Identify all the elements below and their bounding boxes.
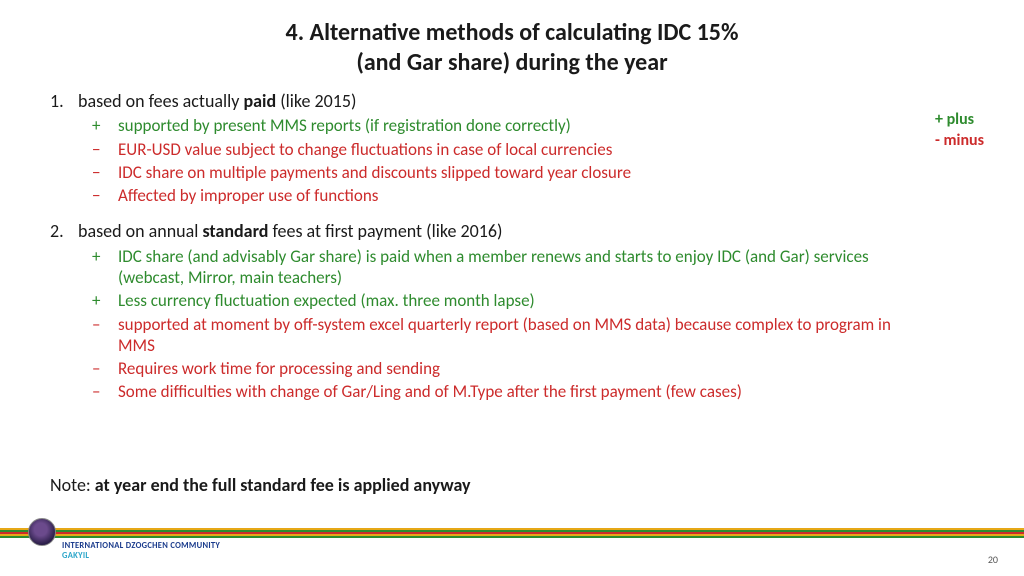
title-line-1: 4. Alternative methods of calculating ID… <box>286 18 739 47</box>
plus-icon: + <box>92 115 118 136</box>
footer: INTERNATIONAL DZOGCHEN COMMUNITY GAKYIL … <box>0 528 1024 576</box>
sub-row: −IDC share on multiple payments and disc… <box>92 162 984 183</box>
sub-row: −EUR-USD value subject to change fluctua… <box>92 139 984 160</box>
logo-icon <box>28 518 56 546</box>
minus-icon: – <box>92 314 118 357</box>
sub-row: –Some difficulties with change of Gar/Li… <box>92 381 984 402</box>
item-2-text: based on annual standard fees at first p… <box>78 220 984 243</box>
title-line-2: (and Gar share) during the year <box>356 48 667 77</box>
item-1-heading: 1. based on fees actually paid (like 201… <box>50 90 984 113</box>
minus-icon: − <box>92 139 118 160</box>
plus-icon: + <box>92 246 118 289</box>
legend: + plus - minus <box>935 110 984 152</box>
note-label: Note: <box>50 474 95 496</box>
list-item-2: 2. based on annual standard fees at firs… <box>50 220 984 402</box>
sub-row: –supported at moment by off-system excel… <box>92 314 984 357</box>
sub-row: +Less currency fluctuation expected (max… <box>92 290 984 311</box>
item-2-heading: 2. based on annual standard fees at firs… <box>50 220 984 243</box>
minus-icon: – <box>92 381 118 402</box>
minus-icon: − <box>92 185 118 206</box>
sub-row-text: Less currency fluctuation expected (max.… <box>118 290 984 311</box>
footer-sub: GAKYIL <box>62 552 220 562</box>
sub-row-text: supported at moment by off-system excel … <box>118 314 984 357</box>
minus-icon: − <box>92 162 118 183</box>
sub-row-text: Requires work time for processing and se… <box>118 358 984 379</box>
legend-plus: + plus <box>935 110 984 131</box>
sub-row-text: Some difficulties with change of Gar/Lin… <box>118 381 984 402</box>
note-text: at year end the full standard fee is app… <box>95 474 471 496</box>
item-2-number: 2. <box>50 220 78 243</box>
sub-row-text: Affected by improper use of functions <box>118 185 984 206</box>
item-2-sublist: +IDC share (and advisably Gar share) is … <box>50 246 984 403</box>
note: Note: at year end the full standard fee … <box>50 474 471 496</box>
slide: 4. Alternative methods of calculating ID… <box>0 0 1024 576</box>
stripe <box>0 536 1024 538</box>
item-1-text: based on fees actually paid (like 2015) <box>78 90 984 113</box>
sub-row-text: IDC share on multiple payments and disco… <box>118 162 984 183</box>
list-item-1: 1. based on fees actually paid (like 201… <box>50 90 984 206</box>
content: 1. based on fees actually paid (like 201… <box>40 90 984 403</box>
item-1-sublist: +supported by present MMS reports (if re… <box>50 115 984 206</box>
plus-icon: + <box>92 290 118 311</box>
footer-text: INTERNATIONAL DZOGCHEN COMMUNITY GAKYIL <box>62 542 220 562</box>
sub-row: +supported by present MMS reports (if re… <box>92 115 984 136</box>
legend-minus: - minus <box>935 131 984 152</box>
sub-row-text: supported by present MMS reports (if reg… <box>118 115 984 136</box>
sub-row: +IDC share (and advisably Gar share) is … <box>92 246 984 289</box>
sub-row-text: IDC share (and advisably Gar share) is p… <box>118 246 984 289</box>
slide-title: 4. Alternative methods of calculating ID… <box>40 18 984 78</box>
sub-row: –Requires work time for processing and s… <box>92 358 984 379</box>
minus-icon: – <box>92 358 118 379</box>
footer-stripes <box>0 528 1024 538</box>
page-number: 20 <box>988 553 998 566</box>
sub-row-text: EUR-USD value subject to change fluctuat… <box>118 139 984 160</box>
item-1-number: 1. <box>50 90 78 113</box>
sub-row: −Affected by improper use of functions <box>92 185 984 206</box>
